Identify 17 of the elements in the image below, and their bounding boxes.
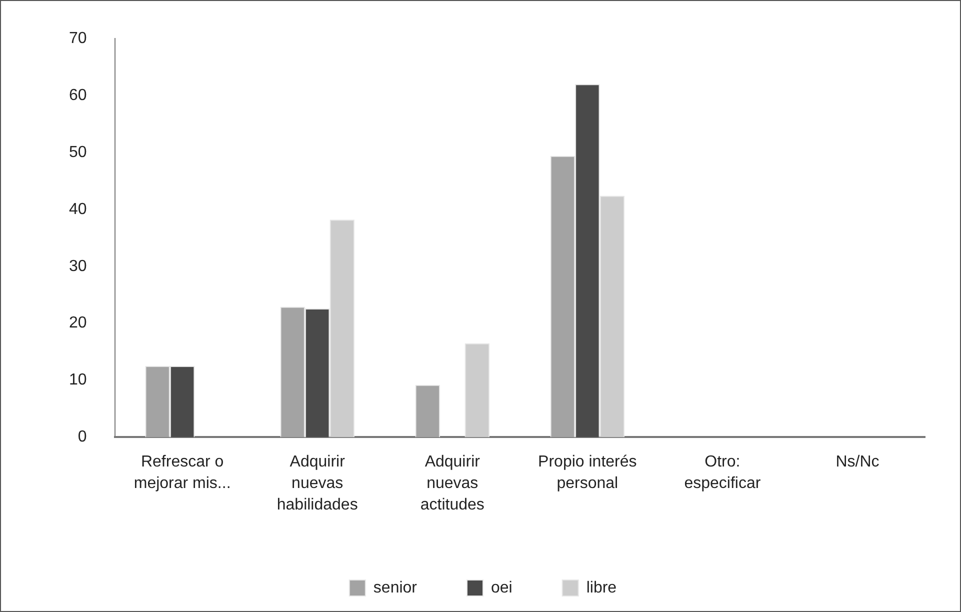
y-tick-label: 30 <box>69 258 87 275</box>
x-tick-label: Otro: especificar <box>684 453 762 492</box>
x-tick-label: Adquirir nuevas actitudes <box>420 453 484 514</box>
x-tick-label: Propio interés personal <box>538 453 637 492</box>
x-tick-label: Ns/Nc <box>836 453 880 470</box>
legend-label: oei <box>490 579 512 596</box>
y-tick-label: 70 <box>69 30 87 48</box>
y-tick-label: 40 <box>69 200 87 218</box>
y-tick-label: 60 <box>69 86 87 104</box>
y-tick-label: 50 <box>69 144 87 161</box>
x-tick-label: Adquirir nuevas habilidades <box>276 453 358 514</box>
y-tick-label: 0 <box>78 428 87 446</box>
x-tick-label: Refrescar o mejorar mis... <box>134 453 231 492</box>
legend-label: senior <box>373 579 418 596</box>
legend-label: libre <box>586 579 617 596</box>
y-tick-label: 20 <box>69 314 87 332</box>
y-tick-label: 10 <box>69 372 87 389</box>
